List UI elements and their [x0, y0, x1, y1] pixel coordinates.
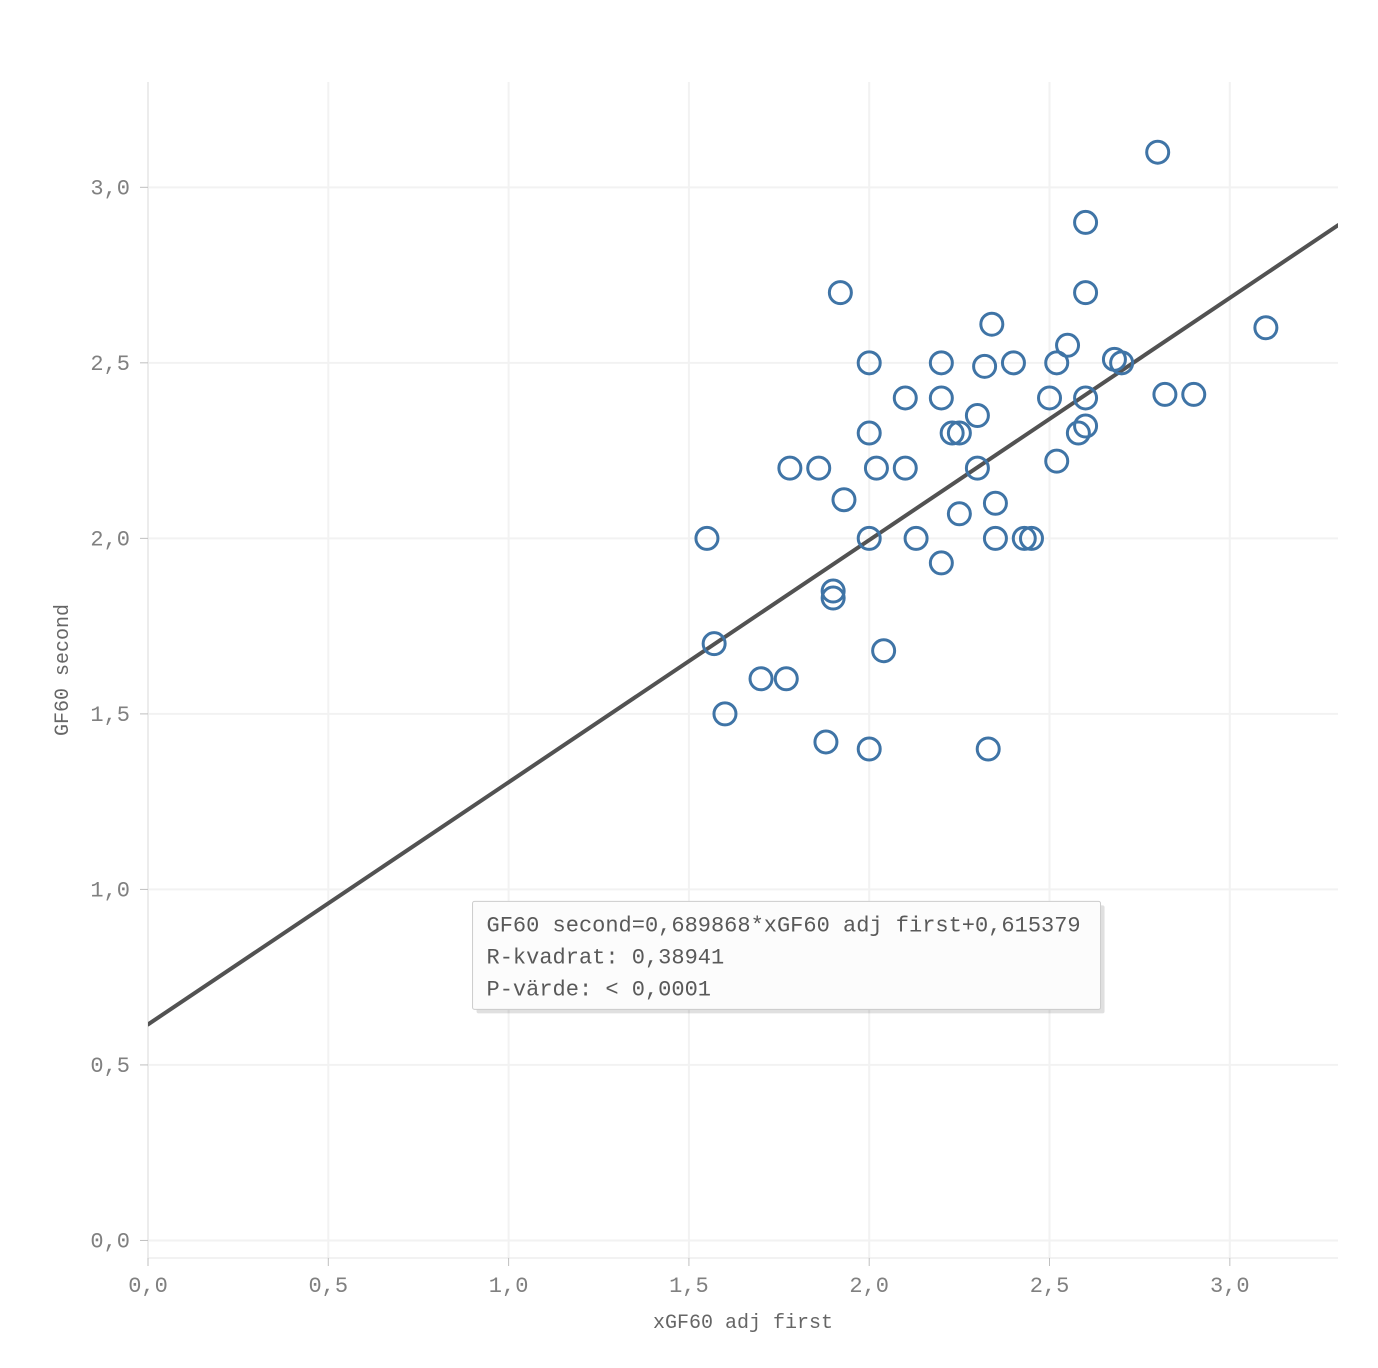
xtick-label: 0,0	[128, 1274, 168, 1299]
annotation-line: P-värde: < 0,0001	[487, 977, 711, 1002]
ytick-label: 2,5	[90, 352, 130, 377]
y-axis-label: GF60 second	[52, 604, 75, 736]
annotation-line: GF60 second=0,689868*xGF60 adj first+0,6…	[487, 913, 1081, 938]
ytick-label: 0,0	[90, 1229, 130, 1254]
xtick-label: 2,0	[849, 1274, 889, 1299]
chart-svg: 0,0 0,5 1,0 1,5 2,0 2,5 3,0 0,0 0,5 1,0 1,5 2,0 2,5 3…	[0, 0, 1378, 1368]
xtick-label: 0,5	[308, 1274, 348, 1299]
xtick-label: 3,0	[1210, 1274, 1250, 1299]
ytick-label: 2,0	[90, 527, 130, 552]
xtick-label: 2,5	[1030, 1274, 1070, 1299]
ytick-label: 1,0	[90, 878, 130, 903]
x-axis-label: xGF60 adj first	[653, 1312, 833, 1335]
ytick-label: 1,5	[90, 703, 130, 728]
ytick-label: 0,5	[90, 1054, 130, 1079]
xtick-label: 1,0	[489, 1274, 529, 1299]
ytick-label: 3,0	[90, 176, 130, 201]
scatter-chart: justerad xG första halvan vs mål andra h…	[0, 0, 1378, 1368]
xtick-label: 1,5	[669, 1274, 709, 1299]
annotation-line: R-kvadrat: 0,38941	[487, 945, 725, 970]
